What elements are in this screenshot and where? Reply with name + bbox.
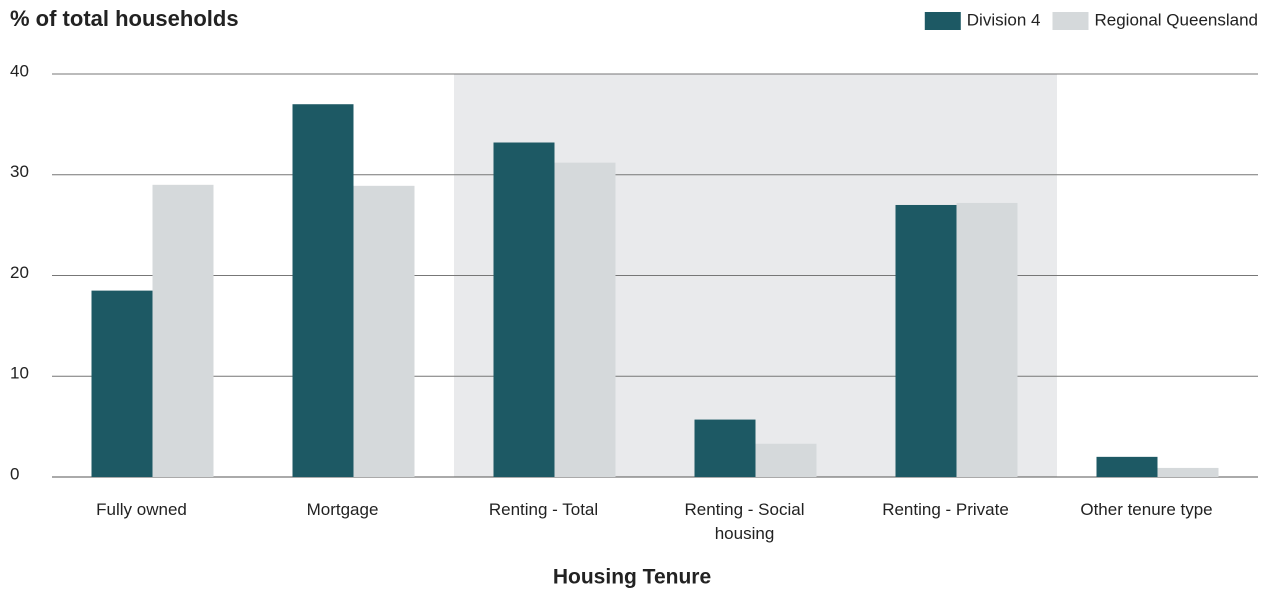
bar: [353, 185, 415, 477]
bar: [895, 204, 957, 477]
bar: [755, 443, 817, 477]
legend-swatch: [1052, 12, 1089, 30]
x-tick-label: Fully owned: [96, 500, 187, 519]
bar: [956, 202, 1018, 477]
x-axis-title: Housing Tenure: [553, 566, 711, 589]
chart-title: % of total households: [10, 6, 239, 31]
bar: [694, 419, 756, 477]
bar: [152, 184, 214, 477]
y-tick-label: 20: [10, 263, 29, 282]
bar: [493, 142, 555, 477]
x-tick-label: Other tenure type: [1080, 500, 1213, 519]
x-tick-label: Renting - Total: [488, 500, 599, 519]
x-tick-label: Mortgage: [306, 500, 379, 519]
y-tick-label: 0: [10, 464, 19, 483]
legend-swatch: [924, 12, 961, 30]
bar: [91, 290, 153, 477]
bar: [1096, 456, 1158, 477]
x-tick-label: Renting - Private: [882, 500, 1009, 519]
bar: [554, 162, 616, 477]
y-tick-label: 30: [10, 162, 29, 181]
bar: [292, 104, 354, 477]
y-tick-label: 40: [10, 61, 29, 80]
bar: [1157, 467, 1219, 477]
y-tick-label: 10: [10, 364, 29, 383]
legend-label: Regional Queensland: [1094, 10, 1258, 29]
legend-label: Division 4: [967, 10, 1041, 29]
x-tick-label: Renting - Social housing: [684, 500, 805, 543]
